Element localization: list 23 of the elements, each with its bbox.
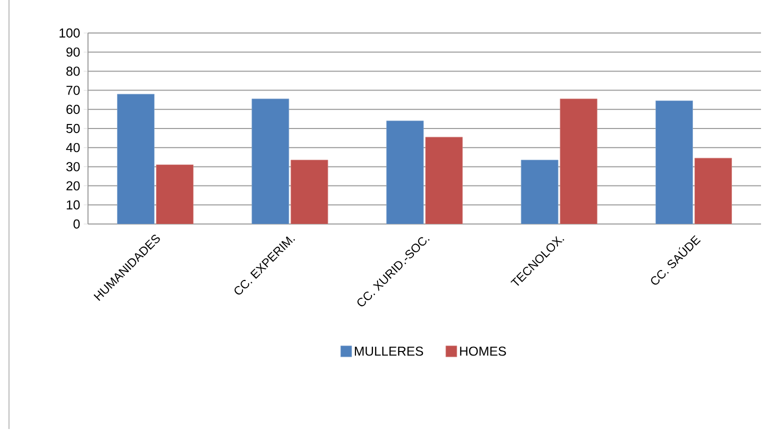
bar [290,160,328,224]
bar [520,160,558,224]
y-tick-label: 10 [66,200,80,210]
y-tick-label: 50 [66,124,80,134]
legend-label: MULLERES [354,346,424,356]
bar [386,120,424,224]
bar [425,136,463,224]
y-tick-label: 100 [60,28,80,38]
bar [694,158,732,224]
y-tick-label: 70 [66,86,80,95]
y-tick-label: 90 [66,48,80,57]
y-tick-label: 30 [66,162,80,172]
legend-label: HOMES [460,346,506,356]
bar [156,164,194,224]
y-tick-label: 80 [66,66,80,76]
bar [560,98,598,224]
bar [117,94,155,224]
bar [252,98,290,224]
y-tick-label: 40 [66,143,80,152]
y-tick-label: 60 [66,104,80,114]
bar [656,100,693,224]
y-tick-label: 20 [66,181,80,190]
y-tick-label: 0 [74,219,80,229]
